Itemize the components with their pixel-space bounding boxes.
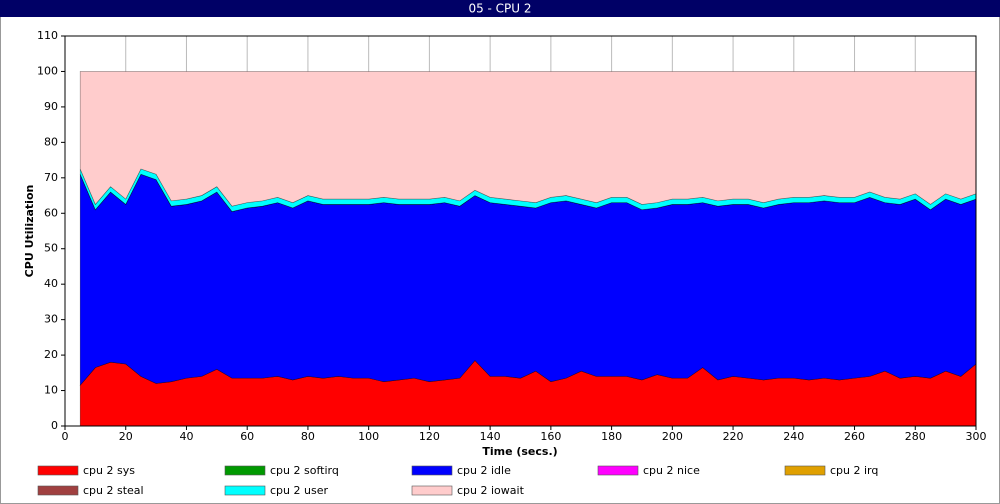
y-axis-label: CPU Utilization (23, 185, 36, 278)
legend-swatch (411, 465, 453, 476)
legend-swatch (411, 485, 453, 496)
y-tick-label: 0 (51, 419, 58, 432)
x-tick-label: 180 (601, 430, 622, 443)
y-tick-label: 110 (37, 29, 58, 42)
legend-label: cpu 2 steal (83, 484, 144, 497)
legend-label: cpu 2 idle (457, 464, 511, 477)
x-tick-label: 240 (783, 430, 804, 443)
legend-swatch (784, 465, 826, 476)
legend-label: cpu 2 iowait (457, 484, 525, 497)
y-tick-label: 60 (44, 206, 58, 219)
x-tick-label: 160 (540, 430, 561, 443)
legend-swatch (37, 465, 79, 476)
x-tick-label: 20 (119, 430, 133, 443)
legend-swatch (597, 465, 639, 476)
y-tick-label: 100 (37, 64, 58, 77)
x-tick-label: 60 (240, 430, 254, 443)
y-tick-label: 90 (44, 100, 58, 113)
x-tick-label: 120 (419, 430, 440, 443)
area (79, 71, 977, 207)
x-tick-label: 200 (662, 430, 683, 443)
y-tick-label: 20 (44, 348, 58, 361)
x-tick-label: 80 (301, 430, 315, 443)
legend-label: cpu 2 nice (643, 464, 700, 477)
areas (79, 71, 977, 427)
legend-label: cpu 2 sys (83, 464, 135, 477)
legend-label: cpu 2 softirq (270, 464, 339, 477)
y-tick-label: 10 (44, 384, 58, 397)
chart-title: 05 - CPU 2 (468, 2, 531, 16)
y-tick-label: 40 (44, 277, 58, 290)
legend-swatch (37, 485, 79, 496)
legend-swatch (224, 485, 266, 496)
x-tick-label: 280 (905, 430, 926, 443)
y-tick-label: 30 (44, 313, 58, 326)
y-tick-label: 70 (44, 171, 58, 184)
y-tick-label: 50 (44, 242, 58, 255)
x-tick-label: 100 (358, 430, 379, 443)
plot-border (64, 35, 977, 427)
title-bar (0, 0, 1000, 17)
legend-swatch (224, 465, 266, 476)
x-axis-label: Time (secs.) (482, 445, 557, 458)
x-tick-label: 0 (62, 430, 69, 443)
x-tick-label: 140 (480, 430, 501, 443)
x-tick-label: 260 (844, 430, 865, 443)
y-tick-label: 80 (44, 135, 58, 148)
x-tick-label: 40 (179, 430, 193, 443)
legend-label: cpu 2 irq (830, 464, 878, 477)
x-tick-label: 300 (966, 430, 987, 443)
legend: cpu 2 sys cpu 2 softirq cpu 2 idle cpu 2 ni… (37, 464, 878, 497)
axes: 0 20 40 60 80 100 120 140 160 180 200 220 240 260 280 3… (37, 29, 987, 443)
x-tick-label: 220 (723, 430, 744, 443)
legend-label: cpu 2 user (270, 484, 328, 497)
